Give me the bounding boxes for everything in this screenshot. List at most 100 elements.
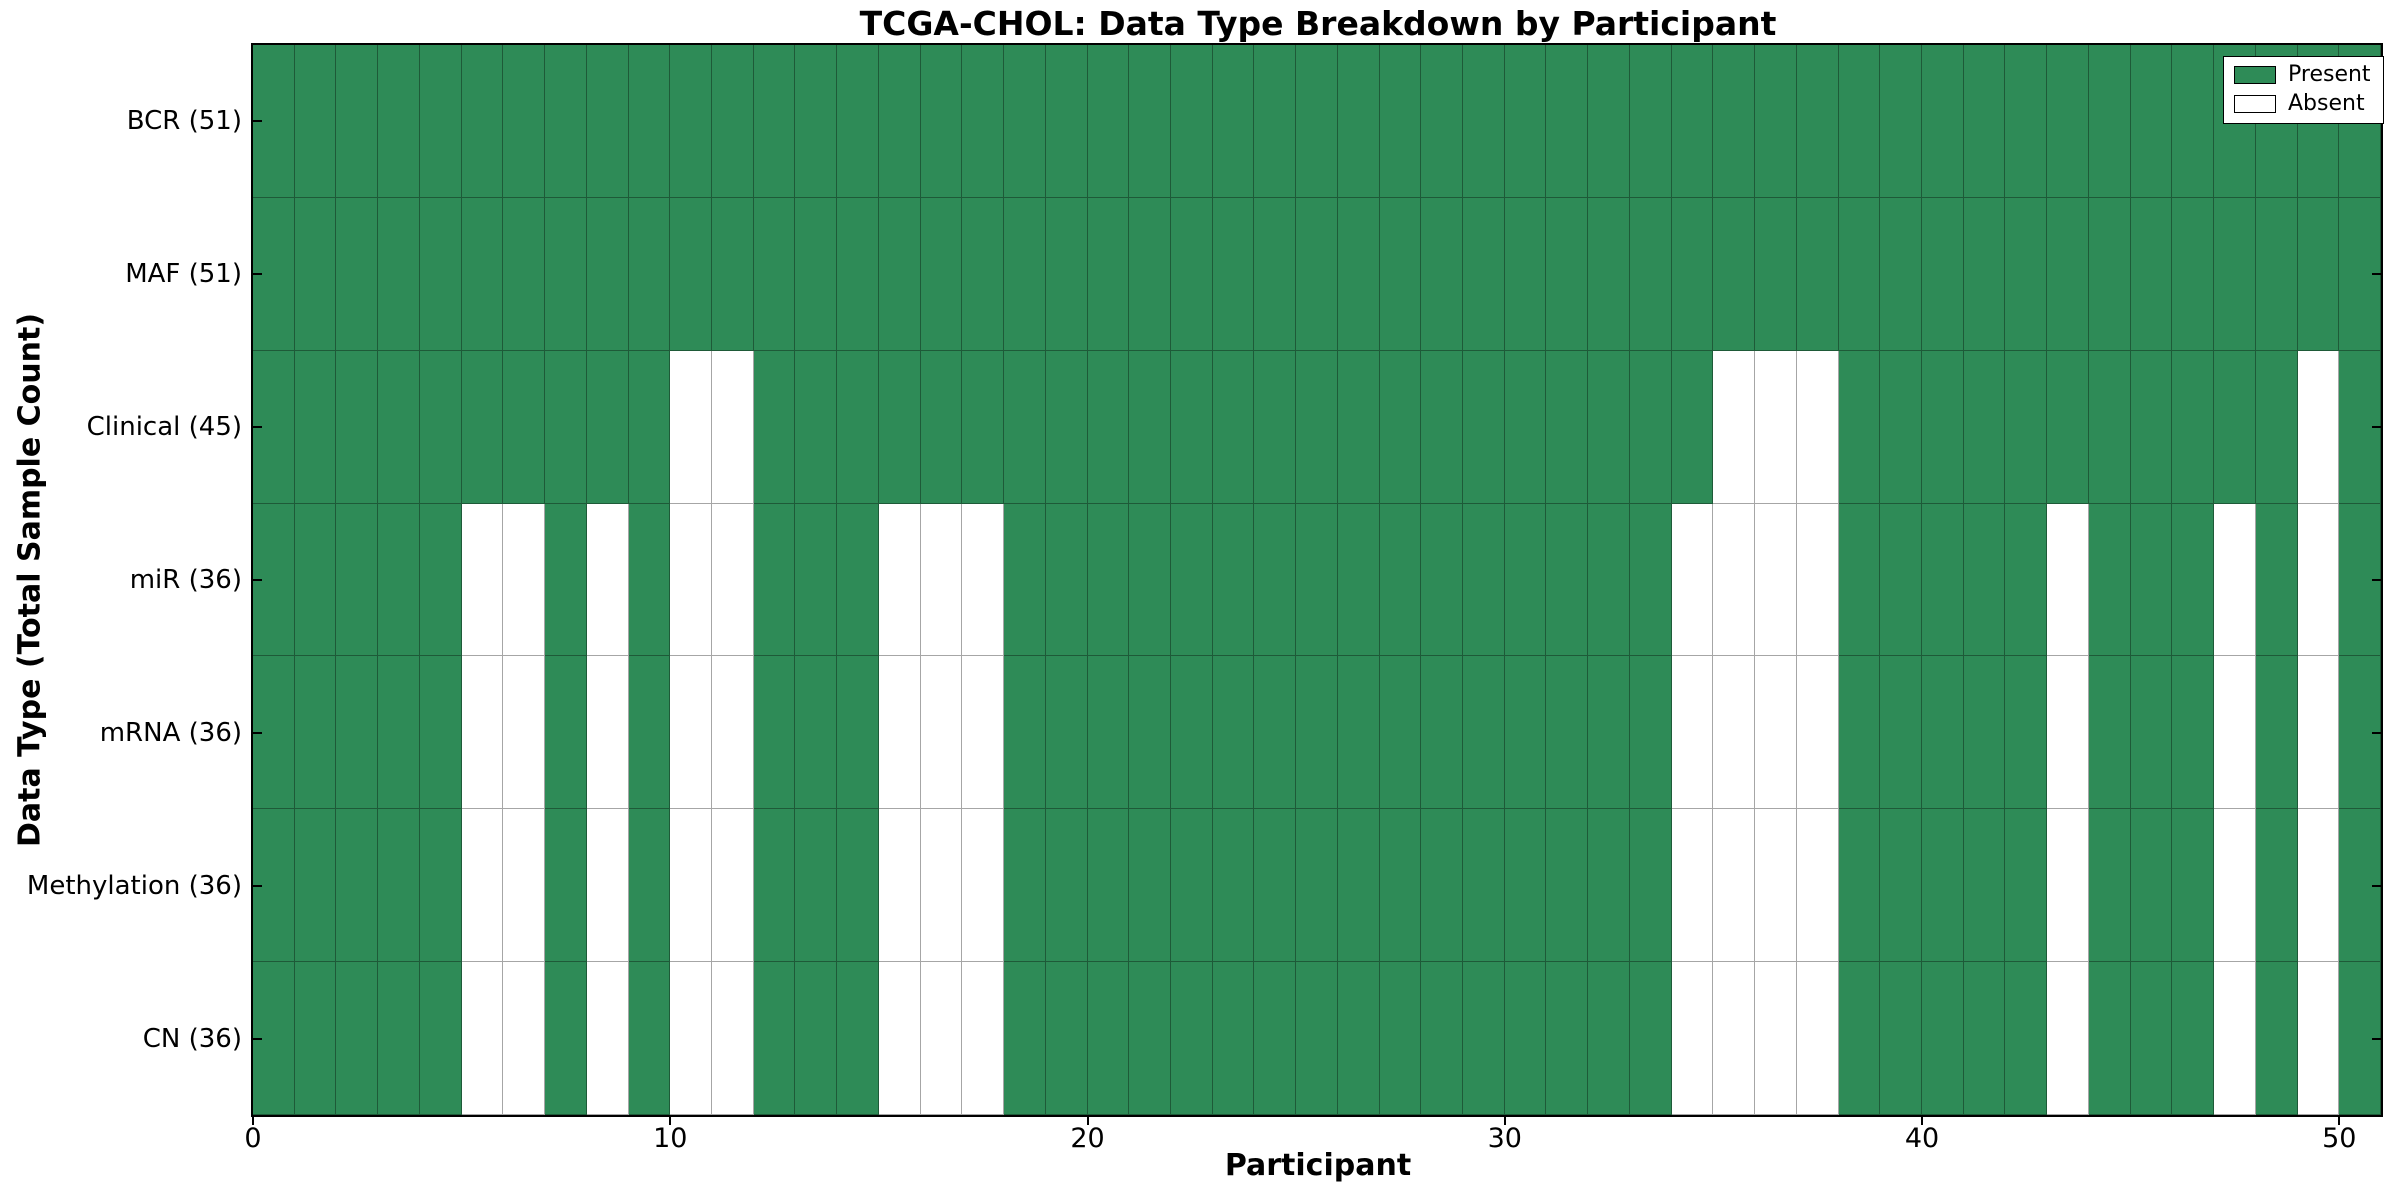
heatmap-cell: [378, 656, 420, 810]
heatmap-cell: [1296, 197, 1338, 351]
heatmap-cell: [795, 656, 838, 810]
x-tick-mark: [669, 1115, 672, 1125]
heatmap-cell: [1379, 809, 1422, 963]
heatmap-cell: [2297, 809, 2340, 963]
heatmap-cell: [1546, 197, 1589, 351]
heatmap-cell: [1254, 45, 1297, 198]
legend: Present Absent: [2223, 56, 2384, 124]
heatmap-cell: [1004, 809, 1046, 963]
heatmap-cell: [419, 45, 462, 198]
heatmap-cell: [2130, 962, 2173, 1115]
heatmap-cell: [962, 197, 1005, 351]
heatmap-cell: [1963, 962, 2006, 1115]
heatmap-cell: [1379, 350, 1422, 504]
heatmap-cell: [1254, 197, 1297, 351]
heatmap-cell: [1713, 503, 1756, 657]
heatmap-cell: [1170, 45, 1213, 198]
heatmap-cell: [1421, 809, 1464, 963]
heatmap-cell: [1296, 503, 1338, 657]
heatmap-cell: [1796, 809, 1839, 963]
heatmap-cell: [2047, 809, 2089, 963]
heatmap-cell: [1922, 809, 1964, 963]
legend-label: Absent: [2288, 91, 2365, 116]
heatmap-cell: [461, 962, 504, 1115]
heatmap-cell: [1087, 962, 1130, 1115]
heatmap-cell: [962, 503, 1005, 657]
heatmap-cell: [1546, 503, 1589, 657]
heatmap-cell: [1713, 809, 1756, 963]
legend-swatch-present: [2234, 66, 2276, 84]
heatmap-cell: [1755, 45, 1797, 198]
heatmap-cell: [1713, 962, 1756, 1115]
heatmap-cell: [1755, 962, 1797, 1115]
heatmap-cell: [1004, 503, 1046, 657]
heatmap-cell: [628, 656, 671, 810]
heatmap-cell: [2047, 656, 2089, 810]
y-tick-label: Methylation (36): [26, 870, 242, 901]
heatmap-cell: [1880, 350, 1923, 504]
heatmap-cell: [920, 350, 963, 504]
x-tick-mark: [1503, 1115, 1506, 1125]
heatmap-cell: [1922, 45, 1964, 198]
heatmap-cell: [2172, 197, 2215, 351]
heatmap-cell: [1296, 350, 1338, 504]
heatmap-cell: [2172, 45, 2215, 198]
heatmap-cell: [503, 809, 546, 963]
heatmap-cell: [2088, 962, 2131, 1115]
heatmap-cell: [1629, 350, 1672, 504]
heatmap-cell: [670, 503, 712, 657]
heatmap-cell: [1463, 503, 1505, 657]
y-tick-left: [253, 579, 262, 581]
heatmap-cell: [920, 656, 963, 810]
heatmap-cell: [586, 503, 629, 657]
heatmap-cell: [419, 503, 462, 657]
heatmap-cell: [920, 962, 963, 1115]
heatmap-cell: [294, 656, 337, 810]
heatmap-cell: [1212, 350, 1255, 504]
heatmap-cell: [962, 350, 1005, 504]
heatmap-cell: [2297, 350, 2340, 504]
heatmap-cell: [586, 656, 629, 810]
heatmap-cell: [2047, 45, 2089, 198]
y-tick-left: [253, 884, 262, 887]
heatmap-cell: [711, 350, 754, 504]
heatmap-cell: [1963, 656, 2006, 810]
y-tick-right: [2372, 579, 2381, 581]
heatmap-cell: [461, 503, 504, 657]
heatmap-cell: [545, 197, 587, 351]
heatmap-cell: [2255, 503, 2298, 657]
heatmap-cell: [1296, 809, 1338, 963]
heatmap-cell: [1463, 45, 1505, 198]
heatmap-cell: [711, 503, 754, 657]
heatmap-cell: [336, 45, 379, 198]
heatmap-cell: [1170, 962, 1213, 1115]
heatmap-cell: [2088, 809, 2131, 963]
heatmap-cell: [878, 197, 921, 351]
heatmap-cell: [545, 656, 587, 810]
heatmap-cell: [378, 809, 420, 963]
heatmap-cell: [1838, 45, 1881, 198]
heatmap-cell: [1546, 656, 1589, 810]
heatmap-cell: [1296, 45, 1338, 198]
heatmap-cell: [2297, 656, 2340, 810]
heatmap-cell: [1212, 809, 1255, 963]
heatmap-cell: [1963, 503, 2006, 657]
heatmap-cell: [670, 197, 712, 351]
heatmap-cell: [1379, 197, 1422, 351]
heatmap-cell: [1379, 656, 1422, 810]
heatmap-cell: [419, 809, 462, 963]
heatmap-cell: [711, 656, 754, 810]
heatmap-cell: [2088, 350, 2131, 504]
heatmap-cell: [2172, 503, 2215, 657]
heatmap-cell: [1588, 656, 1630, 810]
heatmap-cell: [711, 809, 754, 963]
heatmap-cell: [878, 962, 921, 1115]
y-tick-label: MAF (51): [125, 259, 242, 290]
legend-label: Present: [2288, 62, 2371, 87]
heatmap-cell: [378, 350, 420, 504]
heatmap-cell: [920, 503, 963, 657]
heatmap-cell: [294, 962, 337, 1115]
heatmap-cell: [1421, 350, 1464, 504]
heatmap-cell: [2088, 197, 2131, 351]
heatmap-cell: [1463, 656, 1505, 810]
